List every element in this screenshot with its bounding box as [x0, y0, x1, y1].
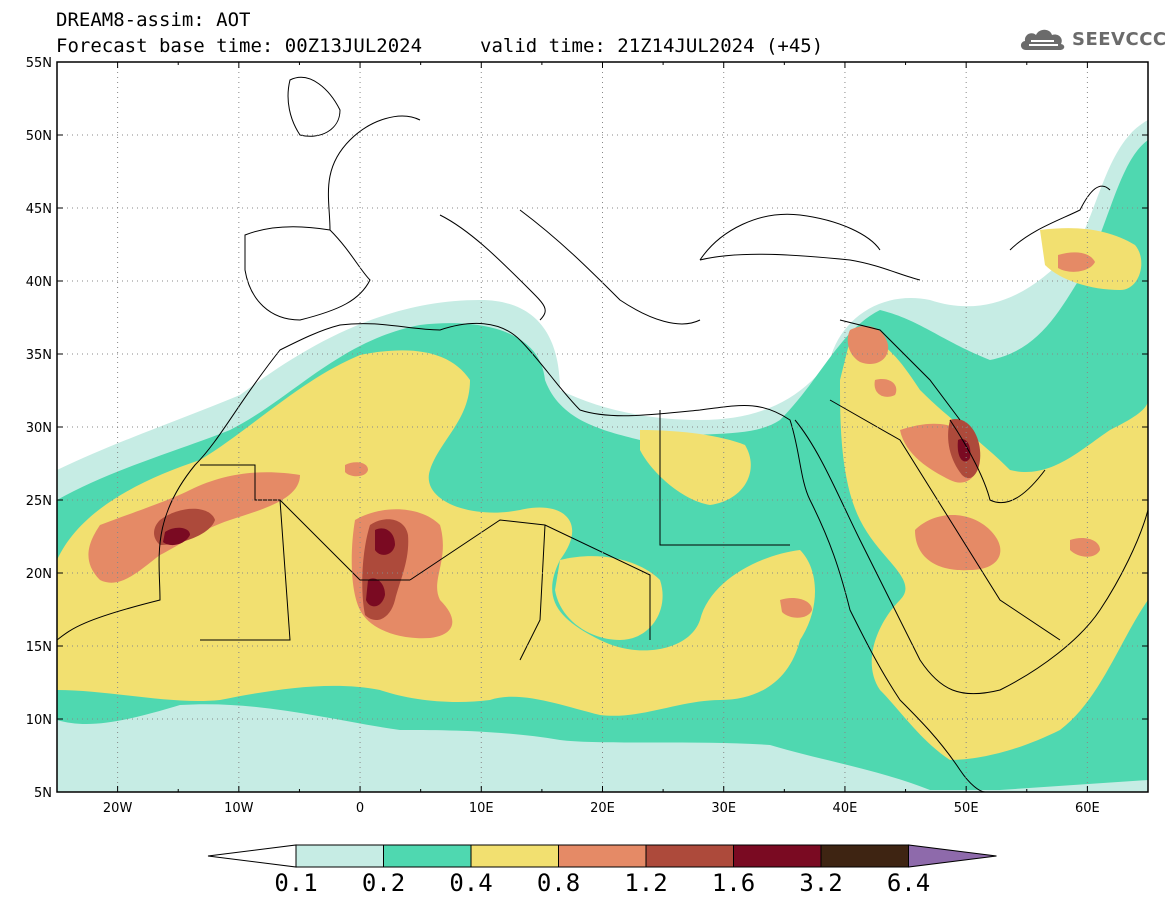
country-boundaries: [57, 76, 1148, 792]
colorbar-max-triangle: [908, 844, 997, 868]
balkans-coastline: [519, 209, 701, 325]
aot-contour-1.6-west: [163, 527, 190, 546]
colorbar-segment: [645, 844, 734, 868]
cloud-icon: [1020, 29, 1065, 50]
colorbar-min-triangle: [207, 844, 297, 868]
caspian-coastline: [1009, 185, 1111, 251]
lon-tick-label: 30E: [711, 801, 736, 816]
colorbar-segment: [383, 844, 472, 868]
aot-contours: [57, 120, 1148, 792]
colorbar-label: 6.4: [887, 869, 930, 897]
aot-contour-0.4-egypt: [640, 430, 751, 505]
black-sea-coastline: [699, 213, 881, 261]
lat-tick-label: 45N: [26, 202, 52, 217]
forecast-base-time: Forecast base time: 00Z13JUL2024: [56, 35, 423, 57]
aot-contour-0.8-spot1: [345, 462, 368, 477]
arabia-coastline: [794, 419, 1148, 695]
britain-coastline: [287, 76, 341, 137]
lat-tick-label: 50N: [26, 129, 52, 144]
colorbar-label: 0.8: [537, 869, 580, 897]
lon-tick-label: 10E: [469, 801, 494, 816]
lon-tick-label: 20E: [590, 801, 615, 816]
logo-text: SEEVCCC: [1072, 28, 1165, 50]
colorbar-label: 0.1: [274, 869, 317, 897]
colorbar-label: 1.6: [712, 869, 755, 897]
lon-tick-label: 40E: [833, 801, 858, 816]
lat-tick-label: 10N: [26, 713, 52, 728]
colorbar: 0.1 0.2 0.4 0.8 1.2 1.6 3.2 6.4: [207, 844, 997, 897]
lon-tick-label: 60E: [1075, 801, 1100, 816]
lon-tick-label: 10W: [224, 801, 254, 816]
aot-contour-0.8-spot3: [874, 379, 897, 397]
lat-tick-label: 25N: [26, 494, 52, 509]
gulf-coastline: [949, 419, 1046, 504]
africa-coastline: [57, 322, 986, 792]
turkey-coastline: [699, 253, 921, 281]
map-axes: 5N 10N 15N 20N 25N 30N 35N 40N 45N 50N 55N 20W 10W 0 1…: [26, 56, 1149, 816]
valid-time: valid time: 21Z14JUL2024 (+45): [480, 35, 824, 57]
colorbar-label: 3.2: [799, 869, 842, 897]
colorbar-label: 1.2: [624, 869, 667, 897]
aot-contour-0.8-spot4: [1070, 538, 1100, 557]
colorbar-label: 0.4: [449, 869, 492, 897]
colorbar-segment: [295, 844, 384, 868]
border-algeria-mali: [279, 499, 410, 581]
lat-tick-label: 15N: [26, 640, 52, 655]
aot-contour-1.6-gulf: [957, 439, 971, 462]
aot-contour-1.6-mali2: [366, 578, 385, 607]
colorbar-segment: [733, 844, 822, 868]
border-iraq: [839, 319, 961, 421]
border-chad: [519, 524, 546, 661]
colorbar-segment: [558, 844, 647, 868]
lat-tick-label: 40N: [26, 275, 52, 290]
lat-tick-label: 20N: [26, 567, 52, 582]
colorbar-segment: [820, 844, 909, 868]
lat-tick-label: 30N: [26, 421, 52, 436]
border-saudi: [829, 399, 1061, 641]
lon-tick-label: 20W: [103, 801, 133, 816]
france-coastline: [327, 115, 421, 231]
grid-lines: [57, 62, 1148, 792]
aot-contour-1.6-mali1: [375, 528, 395, 555]
aot-contour-0.8-spot2: [780, 598, 812, 618]
lat-tick-label: 35N: [26, 348, 52, 363]
lat-tick-label: 55N: [26, 56, 52, 71]
italy-coastline: [439, 214, 546, 321]
lat-tick-label: 5N: [34, 786, 52, 801]
map-title: DREAM8-assim: AOT: [56, 9, 251, 31]
colorbar-segment: [470, 844, 559, 868]
aot-contour-0.8-arabia: [915, 515, 1001, 571]
colorbar-label: 0.2: [362, 869, 405, 897]
iberia-coastline: [244, 226, 371, 321]
aot-contour-0.8-caspian: [1058, 252, 1095, 272]
aot-contour-0.4-central: [555, 556, 663, 640]
lon-tick-label: 0: [356, 801, 364, 816]
seevccc-logo: SEEVCCC: [1018, 22, 1165, 56]
border-niger: [409, 519, 651, 640]
lon-tick-label: 50E: [954, 801, 979, 816]
